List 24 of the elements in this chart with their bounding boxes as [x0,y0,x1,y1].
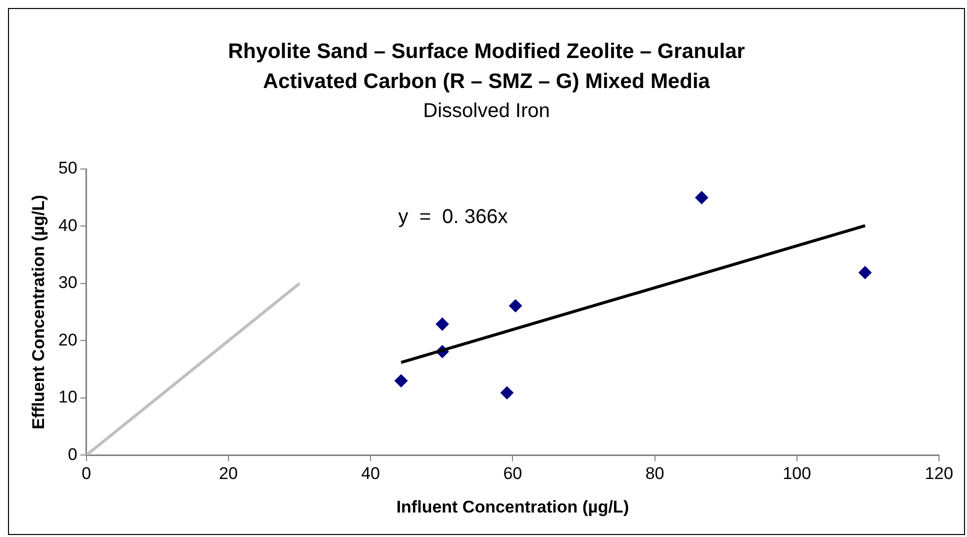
x-tick-label: 80 [645,464,664,484]
y-tick-label: 20 [58,330,78,350]
y-tick-label: 50 [58,158,78,178]
x-tick-label: 0 [82,464,92,484]
x-tick-label: 100 [782,464,812,484]
y-tick-label: 10 [58,388,78,407]
y-tick-label: 40 [58,216,78,235]
point [500,386,514,400]
x-tick-label: 120 [924,464,954,484]
point [695,191,708,204]
chart-title: Rhyolite Sand – Surface Modified Zeolite – Granular Activated Carbon (R – SMZ – G) Mixed Media [227,39,746,95]
x-axis-title: Influent Concentration (µg/L) [396,497,629,516]
point [858,266,872,280]
y-tick-label: 0 [68,444,78,464]
annotation: y = 0. 366x [398,206,508,228]
x-tick-label: 40 [361,464,380,484]
x-tick-label: 20 [218,464,238,484]
y-axis-title: Effluent Concentration (µg/L) [28,194,48,430]
y-tick-label: 30 [58,273,78,292]
point [436,318,449,331]
x-tick-label: 60 [503,464,522,484]
point [394,374,408,388]
chart-subtitle: Dissolved Iron [422,99,551,124]
point [508,299,522,312]
